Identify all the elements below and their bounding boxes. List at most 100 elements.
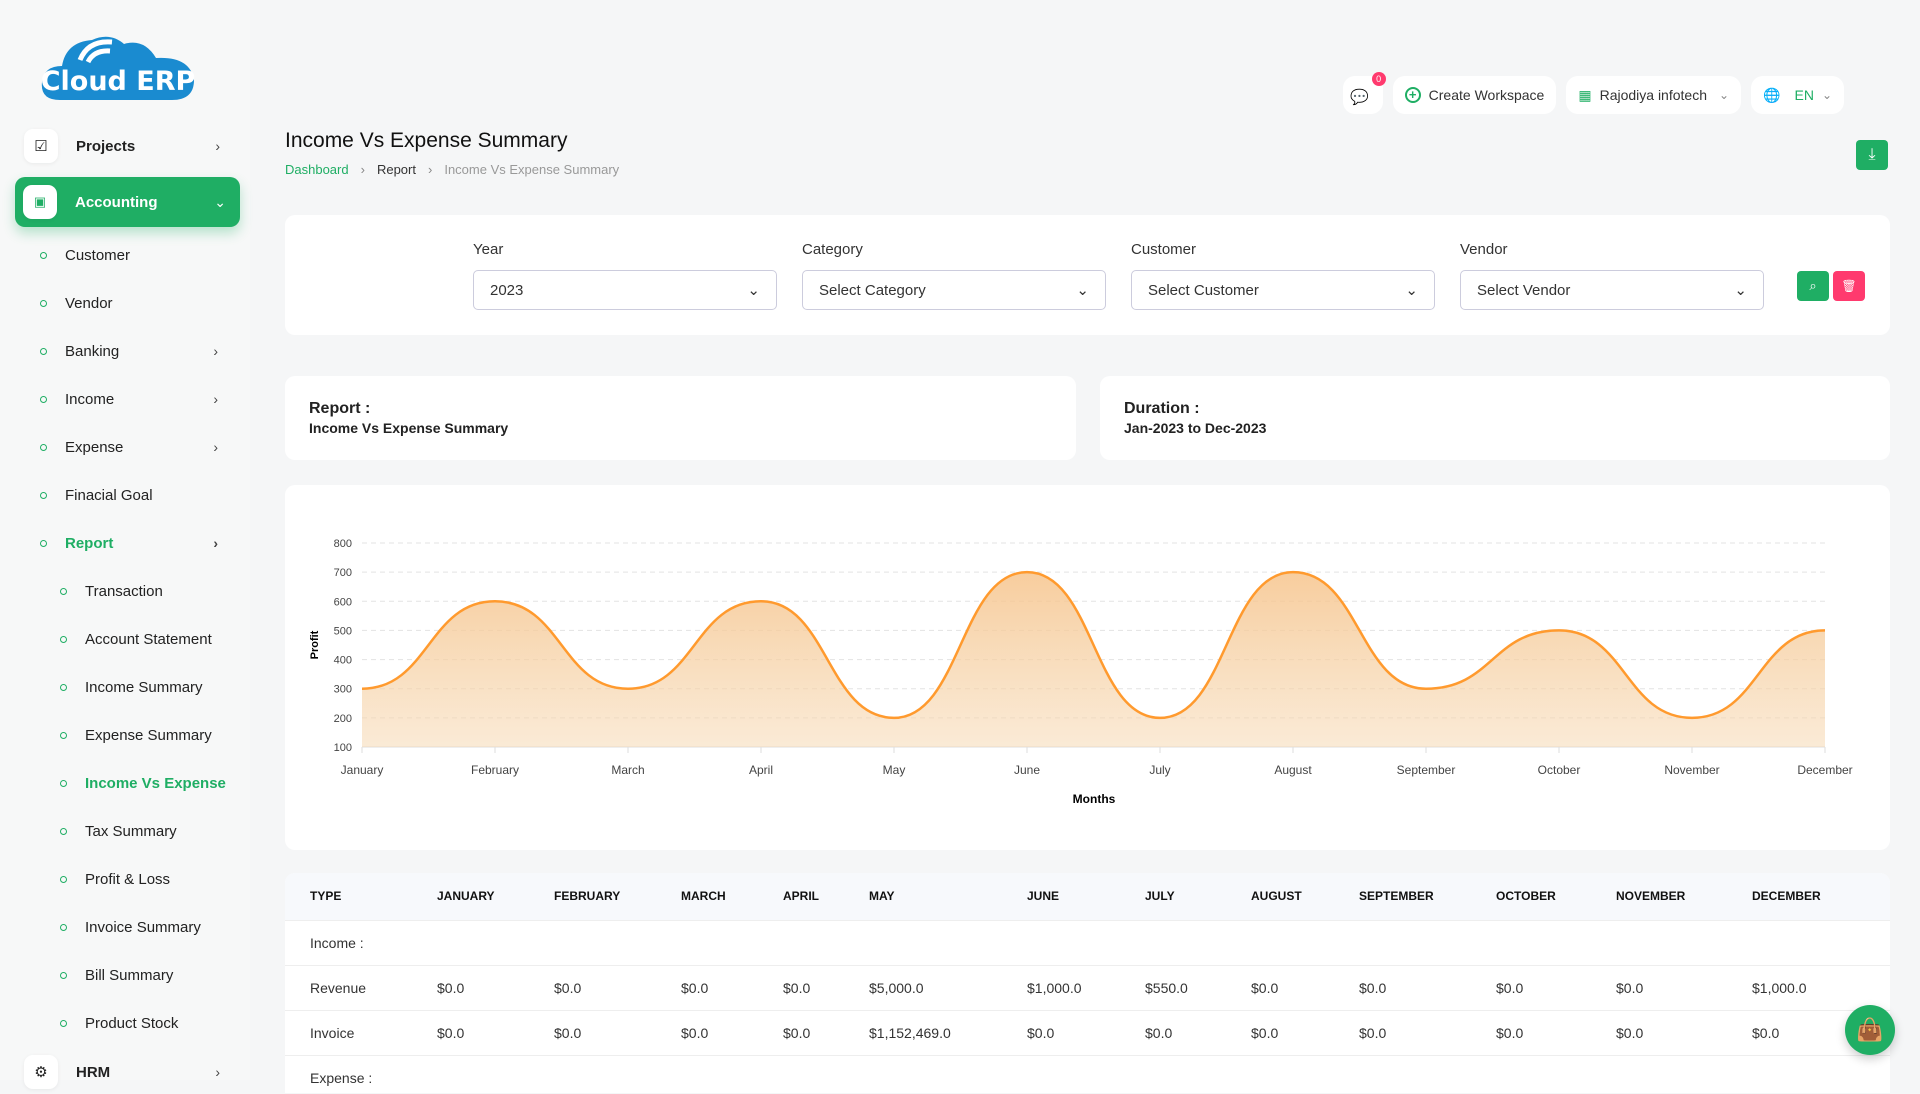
table-cell: $1,000.0 <box>1027 965 1145 1011</box>
table-cell: $0.0 <box>681 965 783 1011</box>
sidebar-item-customer[interactable]: Customer <box>40 240 240 270</box>
year-select[interactable]: 2023 ⌄ <box>473 270 777 310</box>
table-cell: $0.0 <box>1359 965 1496 1011</box>
duration-card: Duration : Jan-2023 to Dec-2023 <box>1100 376 1890 460</box>
sidebar-item-vendor[interactable]: Vendor <box>40 288 240 318</box>
chat-icon: 💬 <box>1350 89 1369 106</box>
create-workspace-button[interactable]: + Create Workspace <box>1392 76 1557 114</box>
table-cell: Income : <box>285 920 437 966</box>
sidebar-report-bill-summary[interactable]: Bill Summary <box>60 960 260 990</box>
sidebar-item-projects[interactable]: ☑ Projects › <box>0 124 250 168</box>
table-cell: $1,152,469.0 <box>869 1010 1027 1056</box>
bullet-icon <box>40 491 47 499</box>
table-cell: Revenue <box>285 965 437 1011</box>
column-header: TYPE <box>285 873 437 921</box>
table-cell: $0.0 <box>1359 1010 1496 1056</box>
cart-button[interactable]: 👜 <box>1845 1005 1895 1055</box>
trash-off-icon: 🗑 <box>1841 279 1857 293</box>
y-tick-label: 300 <box>334 684 352 696</box>
sidebar-report-expense-summary[interactable]: Expense Summary <box>60 720 260 750</box>
chevron-down-icon: ⌄ <box>747 282 760 299</box>
bullet-icon <box>60 587 67 595</box>
topbar: 💬 0 + Create Workspace ▦ Rajodiya infote… <box>1342 72 1844 114</box>
cloud-erp-logo[interactable]: Cloud ERP <box>40 30 196 102</box>
messages-button[interactable]: 💬 0 <box>1342 72 1386 114</box>
table-row: Revenue $0.0 $0.0 $0.0 $0.0 $5,000.0 $1,000.0 $… <box>285 965 1890 1011</box>
y-axis-title: Profit <box>309 630 321 659</box>
svg-text:Cloud ERP: Cloud ERP <box>41 66 196 97</box>
column-header: JUNE <box>1027 873 1145 921</box>
chevron-down-icon: ⌄ <box>1734 282 1747 299</box>
column-header: JANUARY <box>437 873 554 921</box>
plus-circle-icon: + <box>1404 87 1421 103</box>
sidebar-item-report[interactable]: Report › <box>40 528 240 558</box>
y-tick-label: 700 <box>334 567 352 579</box>
language-dropdown[interactable]: 🌐 EN ⌄ <box>1751 76 1844 114</box>
sidebar-report-income-vs-expense[interactable]: Income Vs Expense <box>60 768 260 798</box>
y-tick-label: 500 <box>334 625 352 637</box>
table-cell <box>1752 1055 1890 1093</box>
sidebar-report-invoice-summary[interactable]: Invoice Summary <box>60 912 260 942</box>
vendor-select[interactable]: Select Vendor ⌄ <box>1460 270 1764 310</box>
table-cell: $0.0 <box>1496 965 1616 1011</box>
table-cell <box>554 1055 681 1093</box>
table-cell <box>1752 920 1890 966</box>
report-card: Report : Income Vs Expense Summary <box>285 376 1076 460</box>
table-cell <box>869 920 1027 966</box>
chevron-right-icon: › <box>215 1064 220 1080</box>
sidebar-item-expense[interactable]: Expense › <box>40 432 240 462</box>
sidebar-item-banking[interactable]: Banking › <box>40 336 240 366</box>
download-button[interactable]: ⤓ <box>1856 140 1888 170</box>
search-button[interactable]: ⌕ <box>1797 271 1829 301</box>
table-cell <box>1027 920 1145 966</box>
breadcrumb-dashboard[interactable]: Dashboard <box>285 162 349 177</box>
sidebar-item-income[interactable]: Income › <box>40 384 240 414</box>
sidebar-report-transaction[interactable]: Transaction <box>60 576 260 606</box>
bullet-icon <box>40 395 47 403</box>
customer-select[interactable]: Select Customer ⌄ <box>1131 270 1435 310</box>
table-cell <box>437 1055 554 1093</box>
table-cell: Invoice <box>285 1010 437 1056</box>
bullet-icon <box>40 299 47 307</box>
reset-button[interactable]: 🗑 <box>1833 271 1865 301</box>
sidebar-report-account-statement[interactable]: Account Statement <box>60 624 260 654</box>
table-cell <box>869 1055 1027 1093</box>
download-icon: ⤓ <box>1868 146 1876 163</box>
table-cell <box>681 920 783 966</box>
chevron-right-icon: › <box>213 439 218 455</box>
sidebar-report-product-stock[interactable]: Product Stock <box>60 1008 260 1038</box>
bullet-icon <box>40 251 47 259</box>
page-title: Income Vs Expense Summary <box>285 129 568 152</box>
sidebar-item-finacial-goal[interactable]: Finacial Goal <box>40 480 240 510</box>
sidebar-report-tax-summary[interactable]: Tax Summary <box>60 816 260 846</box>
workspace-dropdown[interactable]: ▦ Rajodiya infotech ⌄ <box>1566 76 1742 114</box>
bullet-icon <box>60 971 67 979</box>
category-select[interactable]: Select Category ⌄ <box>802 270 1106 310</box>
bullet-icon <box>60 683 67 691</box>
breadcrumb-report[interactable]: Report <box>376 162 416 177</box>
column-header: JULY <box>1145 873 1251 921</box>
table-cell <box>437 920 554 966</box>
table-cell <box>783 920 869 966</box>
table-row: Expense : <box>285 1055 1890 1093</box>
chevron-right-icon: › <box>213 391 218 407</box>
notification-badge: 0 <box>1371 72 1386 86</box>
bullet-icon <box>40 347 47 355</box>
apps-add-icon: ▣ <box>23 185 57 219</box>
column-header: DECEMBER <box>1752 873 1890 921</box>
chevron-down-icon: ⌄ <box>1821 88 1832 102</box>
table-cell <box>1616 920 1752 966</box>
column-header: FEBRUARY <box>554 873 681 921</box>
sidebar-report-profit-loss[interactable]: Profit & Loss <box>60 864 260 894</box>
x-tick-label: June <box>1014 763 1040 777</box>
table-cell <box>681 1055 783 1093</box>
sidebar-report-income-summary[interactable]: Income Summary <box>60 672 260 702</box>
table-cell: $0.0 <box>1251 965 1359 1011</box>
table-cell: Expense : <box>285 1055 437 1093</box>
x-tick-label: March <box>611 763 644 777</box>
y-tick-label: 400 <box>334 655 352 667</box>
table-cell: $0.0 <box>681 1010 783 1056</box>
sidebar-item-accounting[interactable]: ▣ Accounting ⌄ <box>15 177 240 227</box>
chevron-down-icon: ⌄ <box>1718 88 1730 102</box>
x-axis-title: Months <box>1073 792 1116 806</box>
